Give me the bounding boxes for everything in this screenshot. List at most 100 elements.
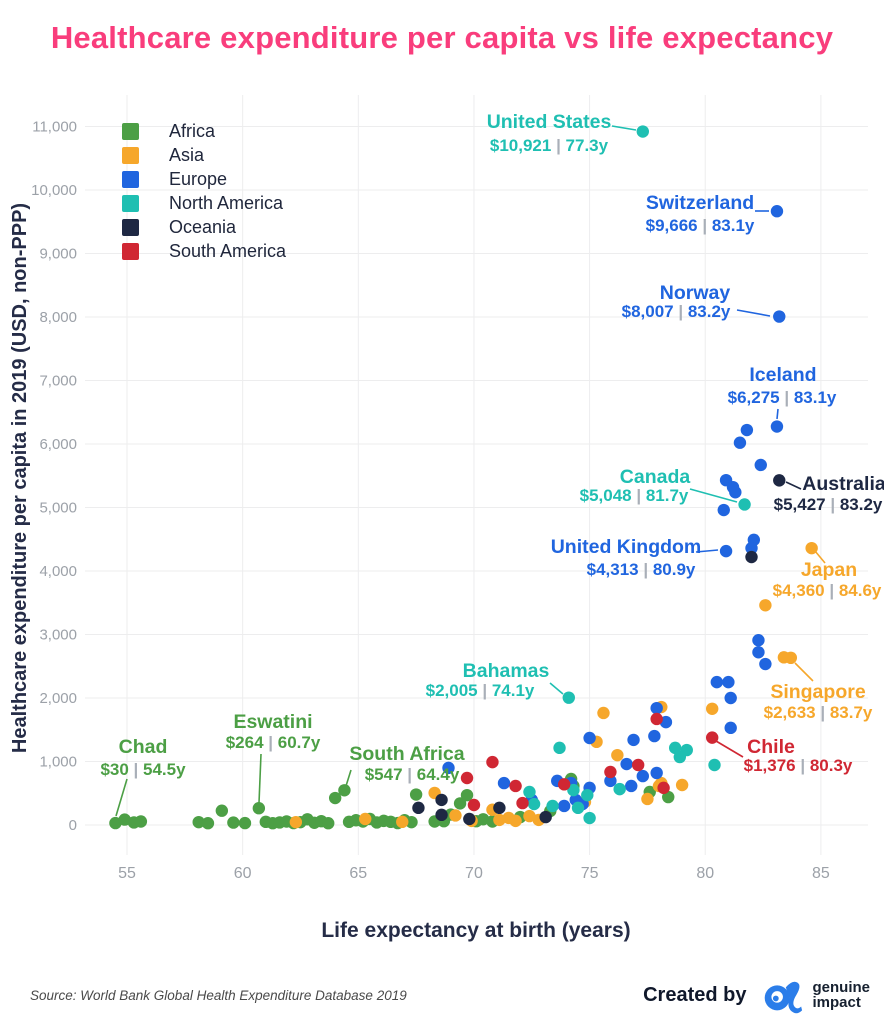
data-point-south-america	[657, 781, 670, 795]
x-tick-label: 75	[581, 865, 599, 882]
data-point-africa	[453, 797, 467, 810]
data-point-africa	[338, 784, 351, 797]
data-point-africa	[215, 804, 229, 817]
annotation-line	[689, 488, 738, 503]
data-point-europe	[719, 544, 733, 558]
y-tick-label: 4,000	[39, 563, 77, 580]
annotation-values: $4,360 | 84.6y	[773, 581, 882, 600]
data-point-africa	[460, 788, 474, 802]
data-point-africa	[477, 813, 490, 826]
legend-label: North America	[169, 193, 284, 213]
x-tick-label: 65	[349, 865, 367, 882]
x-axis-title: Life expectancy at birth (years)	[321, 919, 630, 942]
data-point-asia	[597, 706, 610, 720]
data-point-oceania	[493, 801, 506, 815]
data-point-europe	[636, 769, 649, 783]
annotation-values: $6,275 | 83.1y	[728, 388, 837, 407]
data-point-africa	[328, 791, 342, 805]
brand-line2: impact	[812, 994, 861, 1011]
data-point-north-america	[738, 498, 751, 511]
annotation-values: $9,666 | 83.1y	[646, 216, 755, 235]
annotation-values: $10,921 | 77.3y	[490, 136, 609, 155]
annotation-country: Canada	[620, 466, 691, 488]
y-tick-label: 2,000	[39, 690, 77, 707]
data-point-africa	[134, 815, 148, 828]
annotation-line	[115, 778, 128, 817]
annotation-country: Australia	[802, 473, 884, 495]
data-point-africa	[662, 790, 675, 804]
legend-item-europe: Europe	[122, 169, 286, 189]
data-point-north-america	[581, 788, 594, 802]
annotation-line	[776, 408, 779, 420]
alpha-tail	[786, 981, 803, 1014]
data-point-north-america	[553, 741, 566, 755]
annotation-line	[785, 481, 802, 490]
legend-item-oceania: Oceania	[122, 217, 286, 237]
legend-swatch	[122, 123, 139, 140]
legend-label: Africa	[169, 121, 216, 141]
annotation-values: $1,376 | 80.3y	[744, 756, 853, 775]
legend-swatch	[122, 171, 139, 188]
data-point-europe	[557, 799, 571, 813]
data-point-europe	[770, 420, 784, 433]
data-point-north-america	[613, 782, 626, 796]
data-point-africa	[409, 788, 423, 801]
annotation-country: United States	[487, 111, 612, 133]
legend-swatch	[122, 195, 139, 212]
legend-item-south-america: South America	[122, 241, 286, 261]
data-point-africa	[238, 816, 252, 830]
annotation-country: United Kingdom	[551, 536, 702, 558]
data-point-africa	[192, 815, 205, 829]
data-point-asia	[289, 815, 303, 829]
y-tick-label: 9,000	[39, 246, 77, 263]
data-point-europe	[740, 423, 754, 437]
annotation-country: Switzerland	[646, 192, 754, 214]
annotation-line	[736, 309, 771, 317]
data-point-europe	[650, 766, 663, 780]
annotation-line	[715, 740, 744, 758]
annotation-values: $5,048 | 81.7y	[580, 486, 689, 505]
data-point-north-america	[668, 741, 682, 755]
annotation-line	[258, 753, 262, 804]
source-note: Source: World Bank Global Health Expendi…	[30, 988, 407, 1003]
data-point-north-america	[567, 783, 580, 797]
annotation-line	[695, 549, 719, 553]
data-point-europe	[710, 675, 724, 689]
annotation-country: Chile	[747, 736, 795, 758]
annotation-country: Norway	[660, 282, 731, 304]
data-point-asia	[777, 651, 791, 664]
annotation-values: $5,427 | 83.2y	[774, 495, 883, 514]
data-point-africa	[201, 817, 215, 830]
data-point-north-america	[546, 799, 559, 813]
data-point-asia	[611, 748, 624, 762]
data-point-europe	[583, 731, 596, 745]
data-point-asia	[675, 778, 689, 792]
data-point-europe	[759, 657, 772, 671]
legend-item-north-america: North America	[122, 193, 286, 213]
annotation-values: $2,005 | 74.1y	[426, 681, 535, 700]
data-point-europe	[724, 721, 737, 735]
created-by-label: Created by	[643, 983, 747, 1006]
genuine-impact-logo	[765, 981, 803, 1014]
data-point-europe	[442, 761, 455, 775]
annotation-values: $8,007 | 83.2y	[622, 302, 731, 321]
data-point-africa	[322, 817, 335, 830]
annotation-country: Singapore	[770, 681, 866, 703]
data-point-asia	[493, 813, 506, 827]
annotation-values: $547 | 64.4y	[365, 765, 460, 784]
data-point-africa	[405, 815, 418, 829]
legend-item-asia: Asia	[122, 145, 286, 165]
data-point-europe	[724, 691, 737, 705]
brand-name: genuine impact	[812, 980, 870, 1010]
data-point-oceania	[773, 474, 786, 487]
logo-pupil	[773, 995, 780, 1002]
annotation-country: Iceland	[749, 364, 816, 386]
data-point-europe	[729, 486, 742, 499]
brand-line1: genuine	[812, 979, 870, 996]
y-axis-title: Healthcare expenditure per capita in 201…	[9, 203, 31, 753]
y-tick-label: 11,000	[32, 119, 77, 136]
data-point-asia	[641, 792, 654, 806]
data-point-oceania	[539, 810, 552, 824]
